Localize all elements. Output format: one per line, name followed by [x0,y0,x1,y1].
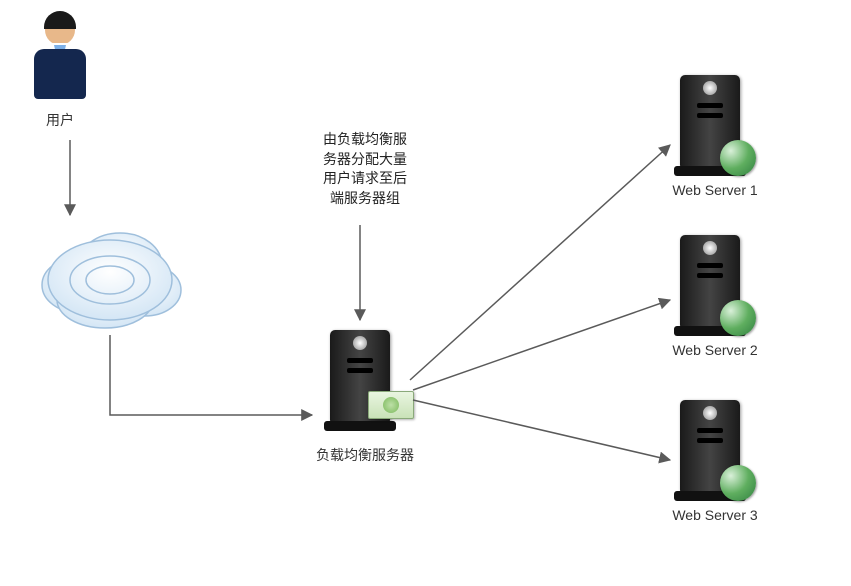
web-server-2-node [680,235,740,330]
server-icon [330,330,390,425]
web-server-1-node [680,75,740,170]
server-icon [680,400,740,495]
cloud-icon [25,215,195,335]
globe-icon [720,465,756,501]
lb-description: 由负载均衡服 务器分配大量 用户请求至后 端服务器组 [300,130,430,208]
money-icon [368,391,414,419]
load-balancer-node [330,330,390,425]
diagram-canvas: 用户 由负载均衡服 务器分配大量 用户请求至后 端服务器组 [0,0,851,586]
globe-icon [720,300,756,336]
person-icon [30,15,90,105]
web-server-3-node [680,400,740,495]
lb-label: 负载均衡服务器 [295,445,435,465]
edge-lb-ws1 [410,145,670,380]
web-server-3-label: Web Server 3 [655,507,775,523]
edge-lb-ws2 [413,300,670,390]
user-node [30,15,90,105]
globe-icon [720,140,756,176]
cloud-node [25,215,195,335]
server-icon [680,235,740,330]
user-label: 用户 [20,110,100,130]
edge-cloud-lb [110,335,312,415]
web-server-1-label: Web Server 1 [655,182,775,198]
web-server-2-label: Web Server 2 [655,342,775,358]
server-icon [680,75,740,170]
edge-lb-ws3 [413,400,670,460]
